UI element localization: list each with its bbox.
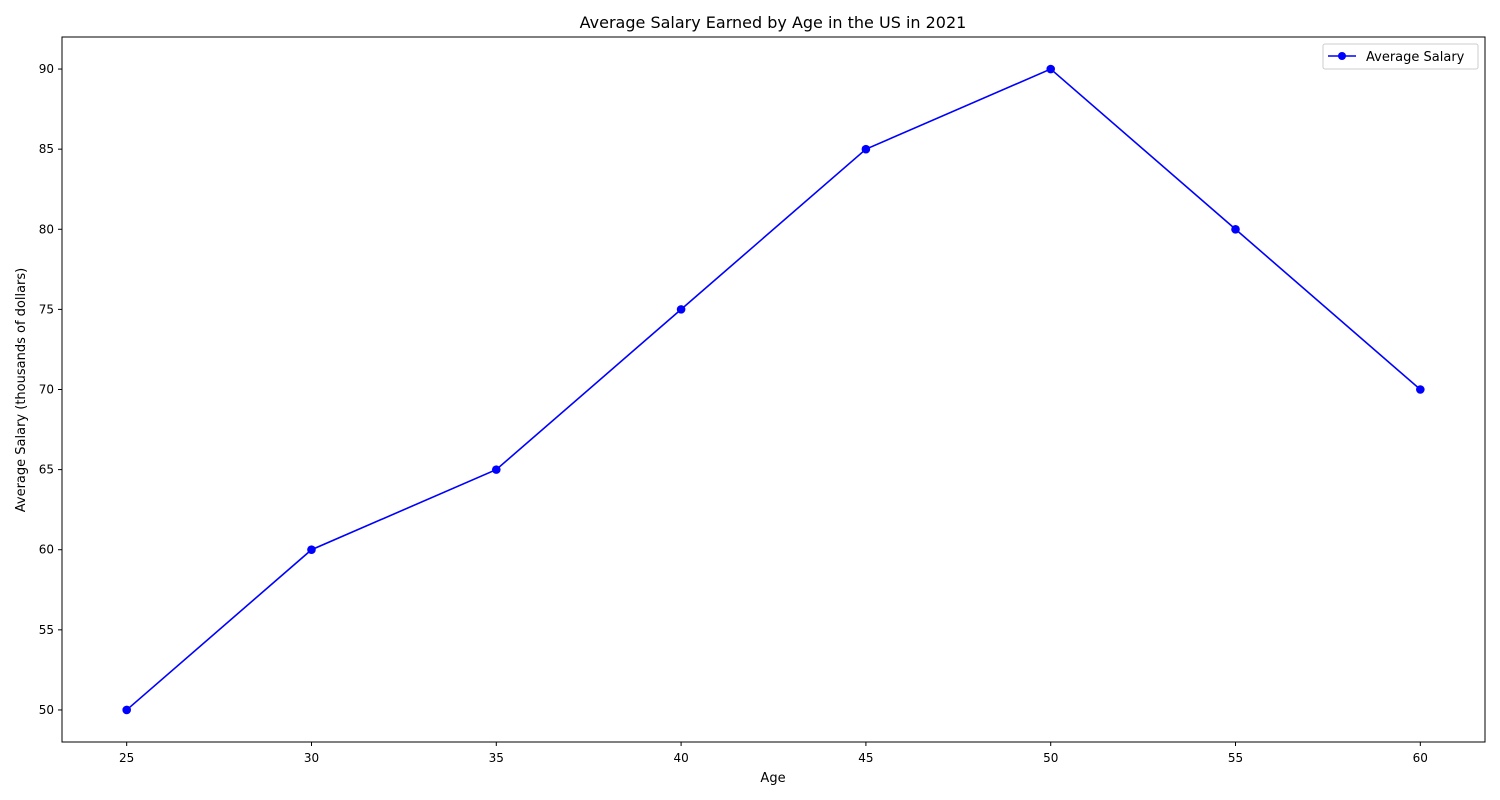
x-tick-label: 40 (673, 751, 688, 765)
y-axis-label: Average Salary (thousands of dollars) (14, 268, 29, 512)
x-tick-label: 25 (119, 751, 134, 765)
y-tick-label: 60 (39, 543, 54, 557)
legend: Average Salary (1322, 43, 1479, 70)
y-tick-label: 80 (39, 222, 54, 236)
data-point (491, 465, 501, 474)
data-point (1416, 385, 1425, 394)
x-tick-label: 45 (858, 751, 873, 765)
y-ticks: 50 55 60 65 70 75 80 85 90 (39, 62, 62, 717)
legend-marker (1338, 52, 1346, 60)
data-point (861, 144, 871, 154)
x-tick-label: 30 (304, 751, 319, 765)
x-tick-label: 60 (1413, 751, 1428, 765)
data-point (1046, 64, 1056, 74)
y-tick-label: 65 (39, 463, 54, 477)
y-tick-label: 85 (39, 142, 54, 156)
legend-box (1322, 43, 1479, 70)
data-point (676, 305, 686, 314)
x-tick-label: 55 (1228, 751, 1243, 765)
plot-area (62, 37, 1485, 742)
data-point (1231, 224, 1240, 234)
x-axis-label: Age (760, 771, 785, 786)
chart-title: Average Salary Earned by Age in the US i… (580, 13, 967, 32)
x-ticks: 25 30 35 40 45 50 55 60 (119, 742, 1428, 765)
y-tick-label: 75 (39, 302, 54, 316)
series-line (126, 68, 1421, 711)
y-tick-label: 90 (39, 62, 54, 76)
y-tick-label: 70 (39, 383, 54, 397)
x-tick-label: 50 (1043, 751, 1058, 765)
x-tick-label: 35 (489, 751, 504, 765)
plot-frame (61, 36, 1486, 743)
y-tick-label: 55 (39, 623, 54, 637)
data-point (122, 705, 131, 715)
legend-label: Average Salary (1366, 50, 1465, 65)
data-point (307, 545, 316, 555)
y-tick-label: 50 (39, 703, 54, 717)
series-group (122, 64, 1425, 715)
